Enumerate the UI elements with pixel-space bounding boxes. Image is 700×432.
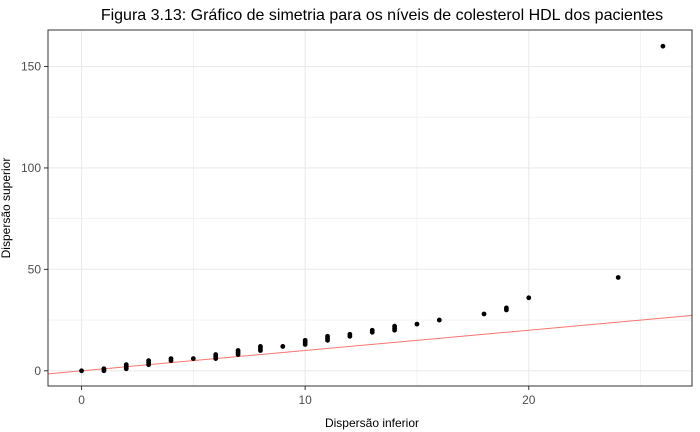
data-point (436, 317, 442, 323)
data-point (660, 43, 666, 49)
data-point (325, 333, 330, 339)
data-point (101, 366, 107, 372)
data-point (213, 352, 219, 357)
x-axis: 0 10 20 (78, 386, 536, 407)
data-point (258, 344, 263, 349)
x-tick-label: 20 (522, 393, 536, 407)
x-tick-label: 10 (298, 393, 312, 407)
data-point (190, 356, 196, 362)
data-point (280, 344, 286, 349)
data-points (79, 43, 666, 374)
data-point (615, 275, 621, 280)
data-point (392, 323, 397, 329)
grid-lines (48, 30, 692, 386)
data-point (302, 337, 308, 343)
y-axis: 0 50 100 150 (21, 60, 48, 378)
reference-line (47, 314, 693, 375)
x-axis-label: Dispersão inferior (325, 416, 419, 430)
y-tick-label: 0 (34, 364, 41, 378)
y-tick-label: 50 (28, 262, 42, 276)
panel-border (47, 29, 693, 387)
y-tick-label: 150 (21, 60, 41, 74)
data-point (146, 358, 152, 364)
data-point (168, 356, 174, 362)
data-point (347, 331, 353, 337)
chart-title: Figura 3.13: Gráfico de simetria para os… (101, 7, 663, 24)
data-point (235, 348, 241, 353)
data-point (481, 311, 487, 317)
data-point (79, 368, 84, 374)
data-point (504, 305, 509, 311)
data-point (414, 321, 420, 327)
x-tick-label: 0 (78, 393, 85, 407)
data-point (526, 295, 532, 301)
data-point (123, 362, 129, 368)
data-point (369, 327, 375, 333)
y-axis-label: Dispersão superior (0, 158, 13, 259)
y-tick-label: 100 (21, 161, 41, 175)
